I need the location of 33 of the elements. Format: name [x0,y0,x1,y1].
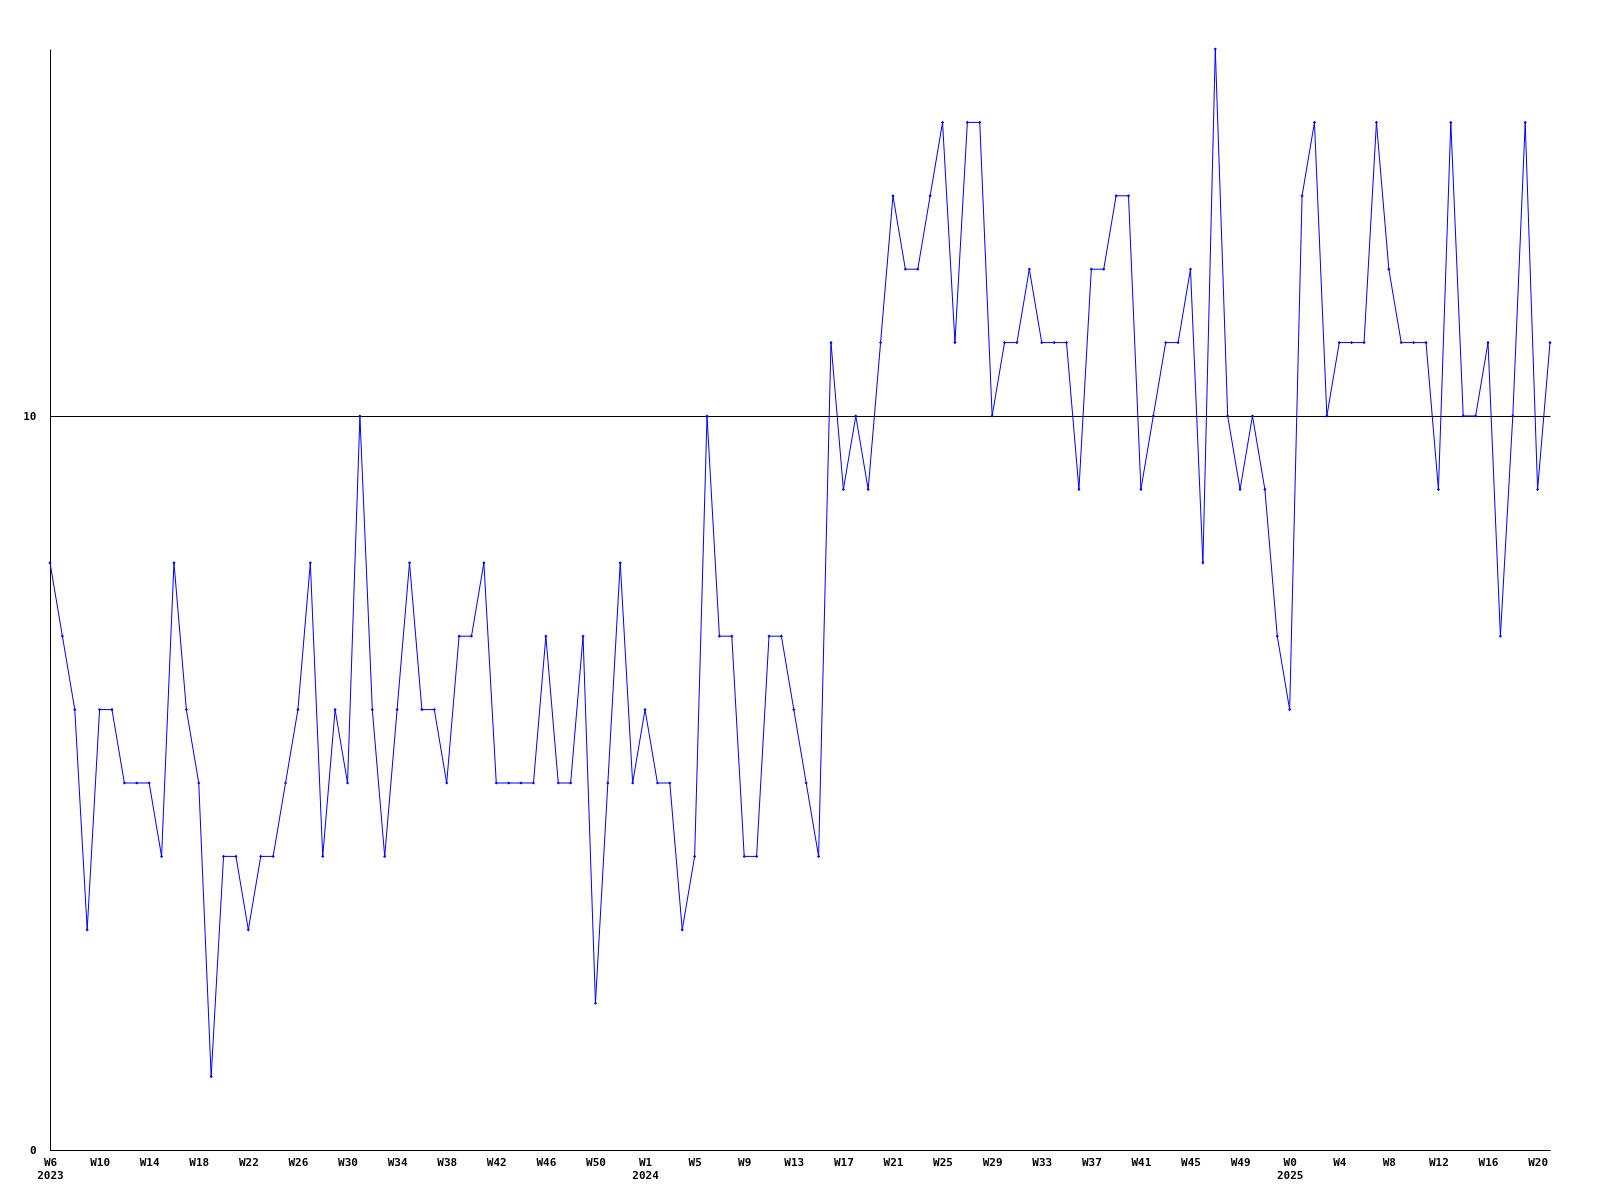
x-tick-label: W37 [1081,1155,1102,1169]
x-tick-label: W10 [90,1155,111,1169]
x-tick-label: W41 [1131,1155,1152,1169]
x-tick-label: W25 [933,1155,953,1169]
x-tick-label: W49 [1230,1155,1251,1169]
x-tick-label: W46 [536,1155,557,1169]
x-tick-label: W13 [784,1155,805,1169]
x-tick-label: W16 [1478,1155,1499,1169]
x-tick-label: W34 [387,1155,408,1169]
x-tick-label: W9 [738,1155,752,1169]
x-tick-label: W22 [238,1155,259,1169]
x-tick-label: W17 [833,1155,854,1169]
x-tick-label: W20 [1528,1155,1549,1169]
x-tick-label: W0 2025 [1276,1155,1304,1182]
x-tick-label: W12 [1428,1155,1449,1169]
x-tick-label: W5 [688,1155,702,1169]
x-tick-label: W1 2024 [632,1155,660,1182]
x-tick-label: W21 [883,1155,904,1169]
x-tick-label: W30 [338,1155,358,1169]
x-tick-label: W29 [982,1155,1003,1169]
x-tick-label: W50 [586,1155,606,1169]
x-tick-label: W8 [1382,1155,1396,1169]
x-tick-label: W6 2023 [37,1155,64,1182]
x-tick-label: W18 [189,1155,210,1169]
y-tick-label: 0 [29,1143,37,1157]
x-tick-label: W38 [437,1155,458,1169]
x-tick-label: W14 [139,1155,160,1169]
x-tick-label: W45 [1181,1155,1201,1169]
x-tick-label: W4 [1333,1155,1347,1169]
x-tick-label: W26 [288,1155,309,1169]
x-tick-label: W42 [486,1155,507,1169]
y-tick-label: 10 [23,409,37,423]
x-tick-label: W33 [1032,1155,1053,1169]
